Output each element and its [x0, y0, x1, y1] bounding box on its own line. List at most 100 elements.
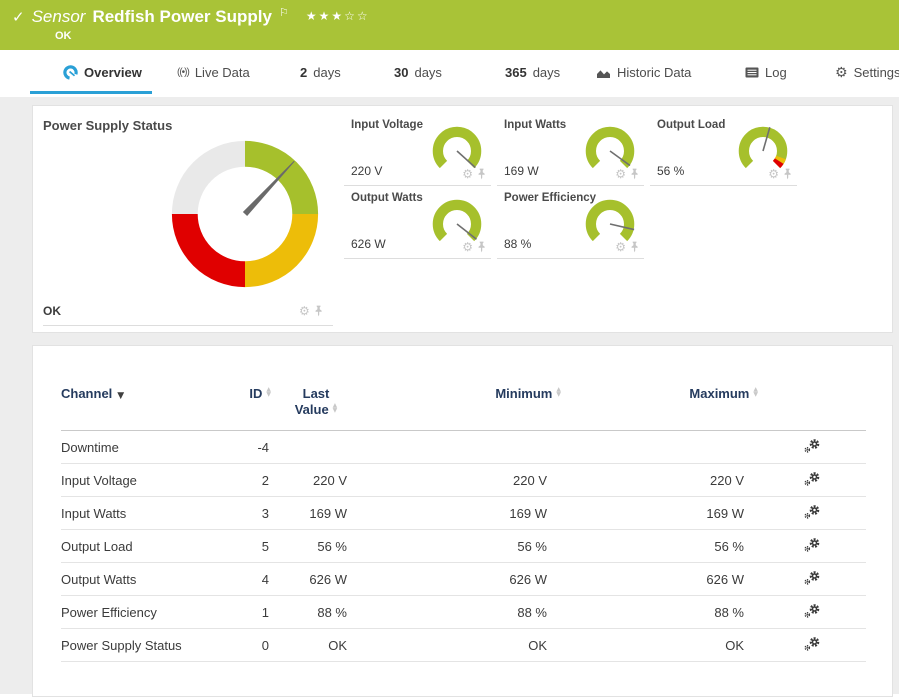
sort-icon: ▲ ▼ [332, 402, 338, 414]
power-supply-status-gauge [171, 140, 319, 288]
sort-icon: ▲ ▼ [753, 386, 758, 398]
column-header-last-value[interactable]: Last Value ▲ ▼ [271, 376, 361, 431]
table-row: Downtime -4 [61, 430, 866, 464]
column-header-id[interactable]: ID ▲ ▼ [226, 376, 271, 431]
gauge-needle [456, 150, 476, 169]
gauge-value: 626 W [351, 237, 386, 251]
gauge-needle [456, 223, 477, 240]
channel-last-value: 169 W [271, 496, 361, 530]
radial-gauge [585, 126, 635, 169]
channel-name: Output Load [61, 529, 226, 563]
gear-icon[interactable]: ⚙ [462, 167, 473, 181]
mini-gauge-output-watts: Output Watts 626 W ⚙ [344, 186, 491, 259]
channel-name: Input Voltage [61, 463, 226, 497]
gauge-needle [762, 127, 771, 152]
radial-gauge [432, 126, 482, 169]
tab-30-days[interactable]: 30 days [394, 65, 442, 80]
channel-last-value: 220 V [271, 463, 361, 497]
pin-icon[interactable] [783, 168, 792, 180]
pin-icon[interactable] [477, 241, 486, 253]
channel-settings-icon[interactable] [803, 636, 821, 655]
gauges-panel: Power Supply Status OK ⚙ Input Voltage 2… [32, 105, 893, 333]
column-header-channel[interactable]: Channel ▼ [61, 376, 226, 431]
table-row: Power Supply Status 0 OK OK OK [61, 628, 866, 662]
channel-minimum: 56 % [361, 529, 561, 563]
channel-maximum: 56 % [561, 529, 758, 563]
gear-icon: ⚙ [835, 64, 848, 81]
channel-settings-icon[interactable] [803, 471, 821, 490]
column-header-minimum[interactable]: Minimum ▲ ▼ [361, 376, 561, 431]
main-gauge-title: Power Supply Status [43, 118, 173, 133]
gear-icon[interactable]: ⚙ [768, 167, 779, 181]
channel-settings-icon[interactable] [803, 570, 821, 589]
channel-id: 4 [226, 562, 271, 596]
tab-historic-data[interactable]: Historic Data [596, 65, 691, 80]
radial-gauge [432, 199, 482, 242]
channel-maximum: 169 W [561, 496, 758, 530]
gauge-icon [63, 65, 78, 80]
channel-id: 0 [226, 628, 271, 662]
flag-icon[interactable]: ⚐ [278, 6, 289, 19]
table-row: Input Watts 3 169 W 169 W 169 W [61, 496, 866, 530]
pin-icon[interactable] [630, 241, 639, 253]
gauge-value: 169 W [504, 164, 539, 178]
table-row: Output Load 5 56 % 56 % 56 % [61, 529, 866, 563]
channel-name: Input Watts [61, 496, 226, 530]
gear-icon[interactable]: ⚙ [615, 167, 626, 181]
table-header-row: Channel ▼ ID ▲ ▼ Last Value ▲ ▼ Minimum ▲ ▼ Max… [61, 376, 866, 431]
channel-maximum: OK [561, 628, 758, 662]
gear-icon[interactable]: ⚙ [462, 240, 473, 254]
divider [43, 325, 333, 326]
channel-name: Power Efficiency [61, 595, 226, 629]
channel-minimum [361, 430, 561, 464]
tab-log[interactable]: Log [745, 65, 787, 80]
channel-maximum: 626 W [561, 562, 758, 596]
sort-desc-icon: ▼ [117, 391, 125, 401]
sort-icon: ▲ ▼ [556, 386, 561, 398]
channels-table: Channel ▼ ID ▲ ▼ Last Value ▲ ▼ Minimum ▲ ▼ Max… [61, 376, 866, 662]
sensor-name: Redfish Power Supply [92, 7, 272, 26]
channels-panel: Channel ▼ ID ▲ ▼ Last Value ▲ ▼ Minimum ▲ ▼ Max… [32, 345, 893, 697]
mini-gauge-power-efficiency: Power Efficiency 88 % ⚙ [497, 186, 644, 259]
mini-gauge-output-load: Output Load 56 % ⚙ [650, 113, 797, 186]
channel-maximum [561, 430, 758, 464]
channel-settings-icon[interactable] [803, 603, 821, 622]
channel-minimum: 88 % [361, 595, 561, 629]
gear-icon[interactable]: ⚙ [615, 240, 626, 254]
channel-name: Output Watts [61, 562, 226, 596]
mini-gauge-input-watts: Input Watts 169 W ⚙ [497, 113, 644, 186]
sort-icon: ▲ ▼ [266, 386, 271, 398]
channel-settings-icon[interactable] [803, 504, 821, 523]
channel-id: 5 [226, 529, 271, 563]
table-row: Output Watts 4 626 W 626 W 626 W [61, 562, 866, 596]
priority-stars[interactable]: ★★★☆☆ [305, 9, 370, 23]
gauge-needle [242, 160, 295, 216]
pin-icon[interactable] [477, 168, 486, 180]
mini-gauge-input-voltage: Input Voltage 220 V ⚙ [344, 113, 491, 186]
channel-maximum: 220 V [561, 463, 758, 497]
gauge-value: 220 V [351, 164, 383, 178]
column-header-maximum[interactable]: Maximum ▲ ▼ [561, 376, 758, 431]
channel-last-value [271, 430, 361, 464]
channel-last-value: 88 % [271, 595, 361, 629]
tab-overview[interactable]: Overview [63, 65, 142, 80]
tab-settings[interactable]: ⚙ Settings [835, 64, 899, 81]
sensor-header-bar: ✓ Sensor Redfish Power Supply ⚐ ★★★☆☆ OK [0, 0, 899, 50]
tab-live-data[interactable]: ((•)) Live Data [177, 65, 250, 80]
channel-id: 3 [226, 496, 271, 530]
channel-minimum: OK [361, 628, 561, 662]
object-kind-label: Sensor [31, 7, 86, 26]
content-area: Power Supply Status OK ⚙ Input Voltage 2… [0, 97, 899, 697]
channel-settings-icon[interactable] [803, 537, 821, 556]
sensor-status-badge: OK [55, 30, 72, 42]
gear-icon[interactable]: ⚙ [299, 304, 310, 318]
pin-icon[interactable] [630, 168, 639, 180]
pin-icon[interactable] [314, 305, 323, 317]
channel-minimum: 220 V [361, 463, 561, 497]
tab-365-days[interactable]: 365 days [505, 65, 561, 80]
tab-2-days[interactable]: 2 days [300, 65, 341, 80]
channel-settings-icon[interactable] [803, 438, 821, 457]
channel-minimum: 169 W [361, 496, 561, 530]
log-icon [745, 67, 759, 78]
broadcast-icon: ((•)) [177, 67, 190, 78]
